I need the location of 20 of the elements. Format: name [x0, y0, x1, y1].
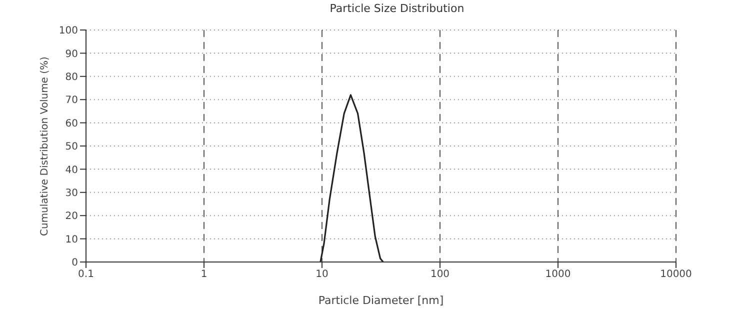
- y-tick-label: 30: [65, 188, 78, 199]
- y-tick-label: 80: [65, 72, 78, 83]
- y-tick-label: 70: [65, 95, 78, 106]
- y-tick-label: 100: [58, 26, 78, 37]
- x-axis-title: Particle Diameter [nm]: [318, 294, 444, 307]
- y-tick-label: 20: [65, 211, 78, 222]
- y-tick-label: 0: [72, 258, 78, 269]
- y-axis-title: Cumulative Distribution Volume (%): [40, 56, 51, 236]
- x-tick-label: 1: [200, 269, 208, 280]
- x-tick-label: 1000: [545, 269, 571, 280]
- y-tick-label: 60: [65, 118, 78, 130]
- y-tick-label: 50: [65, 142, 78, 153]
- x-tick-label: 0.1: [78, 269, 94, 280]
- y-tick-label: 10: [65, 234, 78, 246]
- chart-title: Particle Size Distribution: [328, 2, 466, 15]
- x-tick-label: 10000: [660, 269, 692, 280]
- x-tick-label: 100: [430, 269, 450, 280]
- y-tick-label: 40: [65, 164, 78, 176]
- x-tick-label: 10: [316, 269, 328, 280]
- y-tick-label: 90: [65, 48, 78, 60]
